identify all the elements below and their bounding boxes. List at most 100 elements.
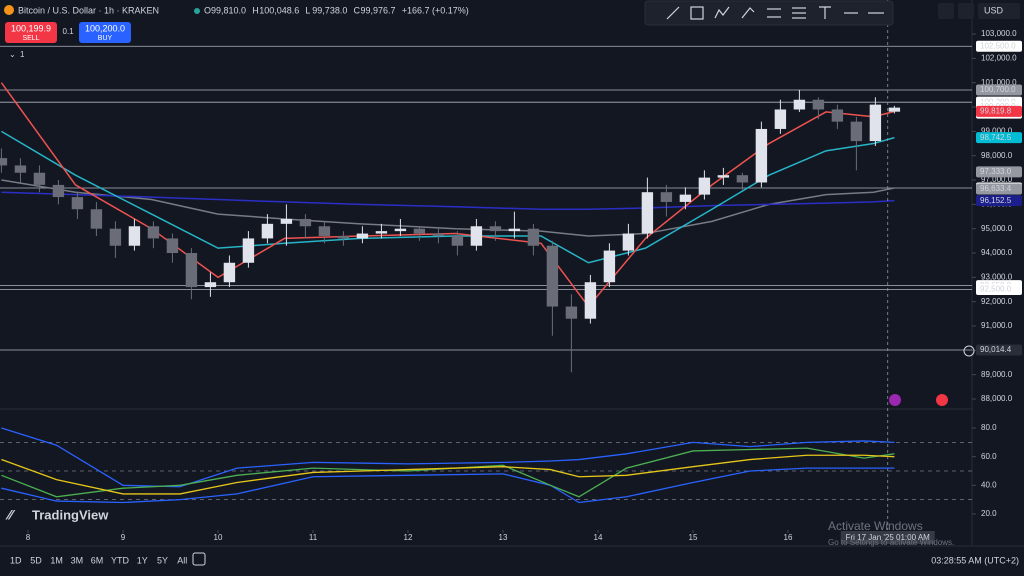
rectangle-tool[interactable] [690,6,704,20]
moving-average [1,130,895,264]
candle-body [660,192,673,202]
candle-body [755,128,768,183]
y-tick-label: 20.0 [981,509,997,518]
range-button[interactable]: 5Y [157,555,168,565]
candle-body [109,228,122,246]
quantity: 0.1 [62,27,74,36]
trend-line-tool[interactable] [666,6,680,20]
candle-body [33,172,46,185]
y-tick-label: 40.0 [981,480,997,489]
path-tool[interactable] [714,6,730,19]
range-button[interactable]: 5D [30,555,42,565]
candle-body [356,233,369,239]
collapse-arrow[interactable]: ⌄ [9,50,16,59]
candle-body [0,158,8,166]
x-tick-label: 14 [594,533,603,542]
candle-body [793,99,806,110]
sell-price: 100,199.9 [11,23,51,33]
brush-tool[interactable] [741,7,755,19]
reset-button[interactable] [958,3,974,19]
range-button[interactable]: YTD [111,555,130,565]
ohlc-key: L [305,5,310,15]
candle-body [546,245,559,307]
ohlc-key: H [252,5,259,15]
watermark-logo: ⁄⁄ [5,507,15,523]
price-label: 92,500.0 [980,285,1012,294]
y-tick-label: 93,000.0 [981,272,1013,281]
x-tick-label: 8 [26,533,31,542]
candle-body [375,231,388,234]
ohlc-value: 99,976.7 [361,5,396,15]
y-tick-label: 88,000.0 [981,394,1013,403]
economic-event-icon[interactable] [936,394,948,406]
legend-toggle[interactable]: 1 [20,50,25,59]
candle-body [622,233,635,251]
candle-body [223,262,236,283]
activate-subtitle: Go to Settings to activate Windows. [828,538,954,547]
price-label: 96,633.4 [980,184,1012,193]
date-range-button[interactable] [192,552,206,566]
sell-button[interactable] [5,22,57,43]
candle-body [641,192,654,234]
range-button[interactable]: 1M [50,555,63,565]
crosshair-label: Fri 17 Jan '25 01:00 AM [846,533,931,542]
ohlc-key: C [354,5,361,15]
y-tick-label: 60.0 [981,452,997,461]
price-label-bg [976,344,1022,356]
indicator-line [1,427,895,488]
y-tick-label: 92,000.0 [981,297,1013,306]
text-tool[interactable] [819,6,831,19]
candle-body [679,194,692,202]
ohlc-value: 100,048.6 [259,5,299,15]
candle-body [299,218,312,227]
candle-body [432,233,445,236]
candle-body [527,228,540,246]
range-bar: 1D 5D 1M 3M 6M YTD 1Y 5Y All [10,555,187,565]
y-tick-label: 103,000.0 [981,29,1017,38]
candle-body [318,226,331,236]
price-label: 97,333.0 [980,167,1012,176]
candle-body [204,282,217,288]
candle-body [717,175,730,178]
buy-label: BUY [98,35,113,42]
scroll-button[interactable] [938,3,954,19]
candle-body [869,104,882,142]
add-alert[interactable] [963,345,975,357]
y-tick-label: 98,000.0 [981,151,1013,160]
candle-body [185,253,198,288]
candle-body [166,238,179,254]
y-tick-label: 80.0 [981,423,997,432]
price-label-bg [976,183,1022,195]
range-button[interactable]: 1D [10,555,22,565]
price-label: 102,500.0 [980,41,1016,50]
price-label-bg [976,105,1022,117]
x-tick-label: 15 [689,533,698,542]
candle-body [413,228,426,234]
candle-body [71,197,84,210]
y-tick-label: 89,000.0 [981,370,1013,379]
crosshair-label-bg [840,531,935,544]
range-button[interactable]: 1Y [137,555,148,565]
price-label: 96,152.5 [980,196,1012,205]
y-tick-label: 99,000.0 [981,126,1013,135]
sell-label: SELL [22,35,39,42]
moving-average [1,179,895,237]
y-tick-label: 95,000.0 [981,224,1013,233]
event-icon[interactable] [889,394,901,406]
buy-button[interactable] [79,22,131,43]
candle-body [603,250,616,283]
candle-body [147,226,160,239]
status-dot [194,8,200,14]
ohlc-value: 99,810.0 [211,5,246,15]
plot: 88,000.089,000.090,000.091,000.092,000.0… [0,0,1022,544]
price-label: 99,819.8 [980,107,1012,116]
range-button[interactable]: 3M [71,555,84,565]
candle-body [698,177,711,195]
range-button[interactable]: 6M [91,555,104,565]
range-button[interactable]: All [177,555,187,565]
candle-body [812,99,825,110]
indicator-line [1,454,895,495]
clock: 03:28:55 AM (UTC+2) [931,555,1019,565]
currency-select[interactable] [978,3,1020,19]
